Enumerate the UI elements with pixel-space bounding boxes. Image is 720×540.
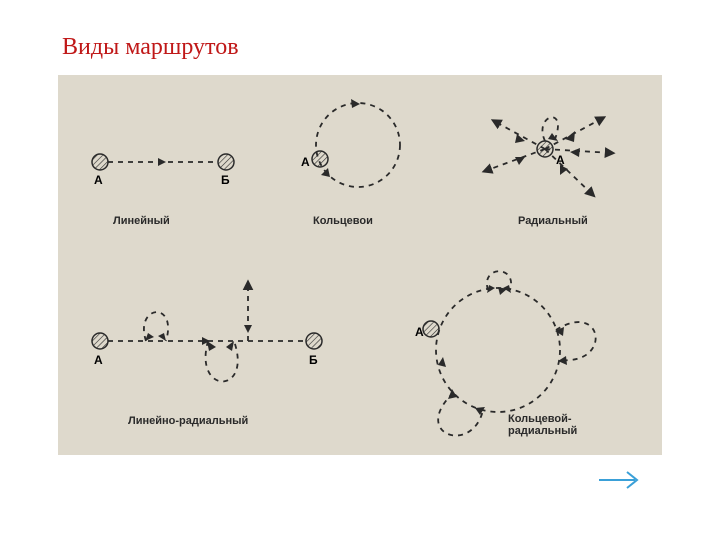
diagram-svg — [58, 75, 662, 455]
node-a — [537, 141, 553, 157]
node-a — [92, 333, 108, 349]
page-title: Виды маршрутов — [62, 34, 239, 61]
caption-ring-radial: Кольцевой- радиальный — [508, 413, 577, 437]
node-b — [306, 333, 322, 349]
node-a — [92, 154, 108, 170]
arrow-right-icon — [597, 470, 645, 490]
next-button[interactable] — [597, 470, 645, 495]
diagram-background — [58, 75, 662, 455]
label-linear-b: Б — [221, 173, 230, 187]
label-ring-a: А — [301, 155, 310, 169]
caption-radial: Радиальный — [518, 215, 588, 227]
label-rr-a: А — [415, 325, 424, 339]
node-a — [312, 151, 328, 167]
label-linear-a: А — [94, 173, 103, 187]
route-types-diagram: Линейный Кольцевои Радиальный Линейно-ра… — [58, 75, 662, 455]
node-b — [218, 154, 234, 170]
label-lr-b: Б — [309, 353, 318, 367]
node-a — [423, 321, 439, 337]
label-radial-a: А — [556, 153, 565, 167]
label-lr-a: А — [94, 353, 103, 367]
caption-linear-radial: Линейно-радиальный — [128, 415, 248, 427]
caption-ring: Кольцевои — [313, 215, 373, 227]
caption-linear: Линейный — [113, 215, 170, 227]
